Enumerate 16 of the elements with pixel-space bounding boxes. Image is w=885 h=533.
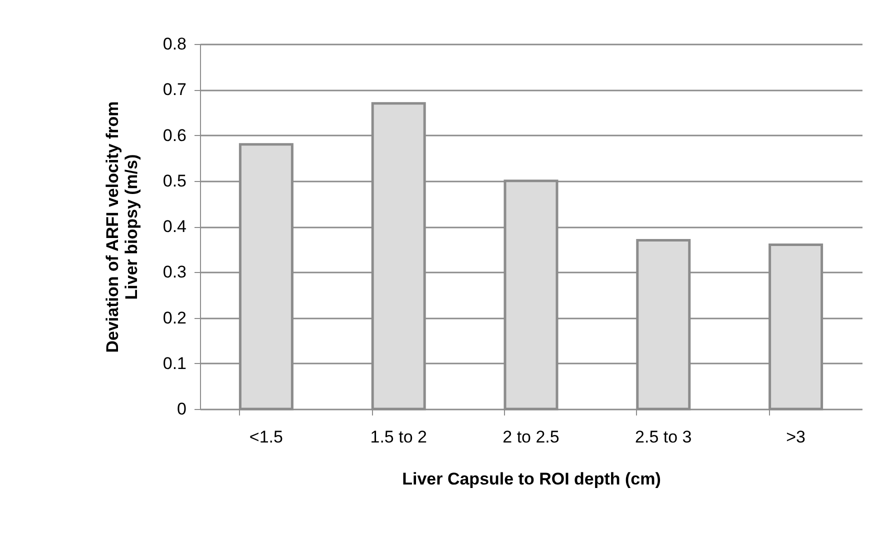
x-tick-label: 2 to 2.5 [502,428,560,446]
x-axis-title: Liver Capsule to ROI depth (cm) [402,470,661,488]
y-tick-label: 0.6 [162,126,186,145]
x-tick-label: <1.5 [249,428,283,446]
y-tick-label: 0.5 [162,171,186,190]
y-axis-title: Deviation of ARFI velocity from Liver biopsy (m/s) [102,101,141,353]
y-tick-label: 0.3 [162,262,186,282]
y-tick-label: 0.2 [162,308,186,328]
y-tick-label: 0.1 [162,354,186,373]
x-tick-label: 2.5 to 3 [635,428,692,446]
x-tick-label: >3 [786,428,806,446]
y-tick-label: 0.4 [162,217,186,236]
y-tick-label: 0.8 [162,34,186,54]
x-tick-label: 1.5 to 2 [370,428,427,446]
y-tick-label: 0 [177,400,186,418]
y-tick-label: 0.7 [162,80,186,100]
